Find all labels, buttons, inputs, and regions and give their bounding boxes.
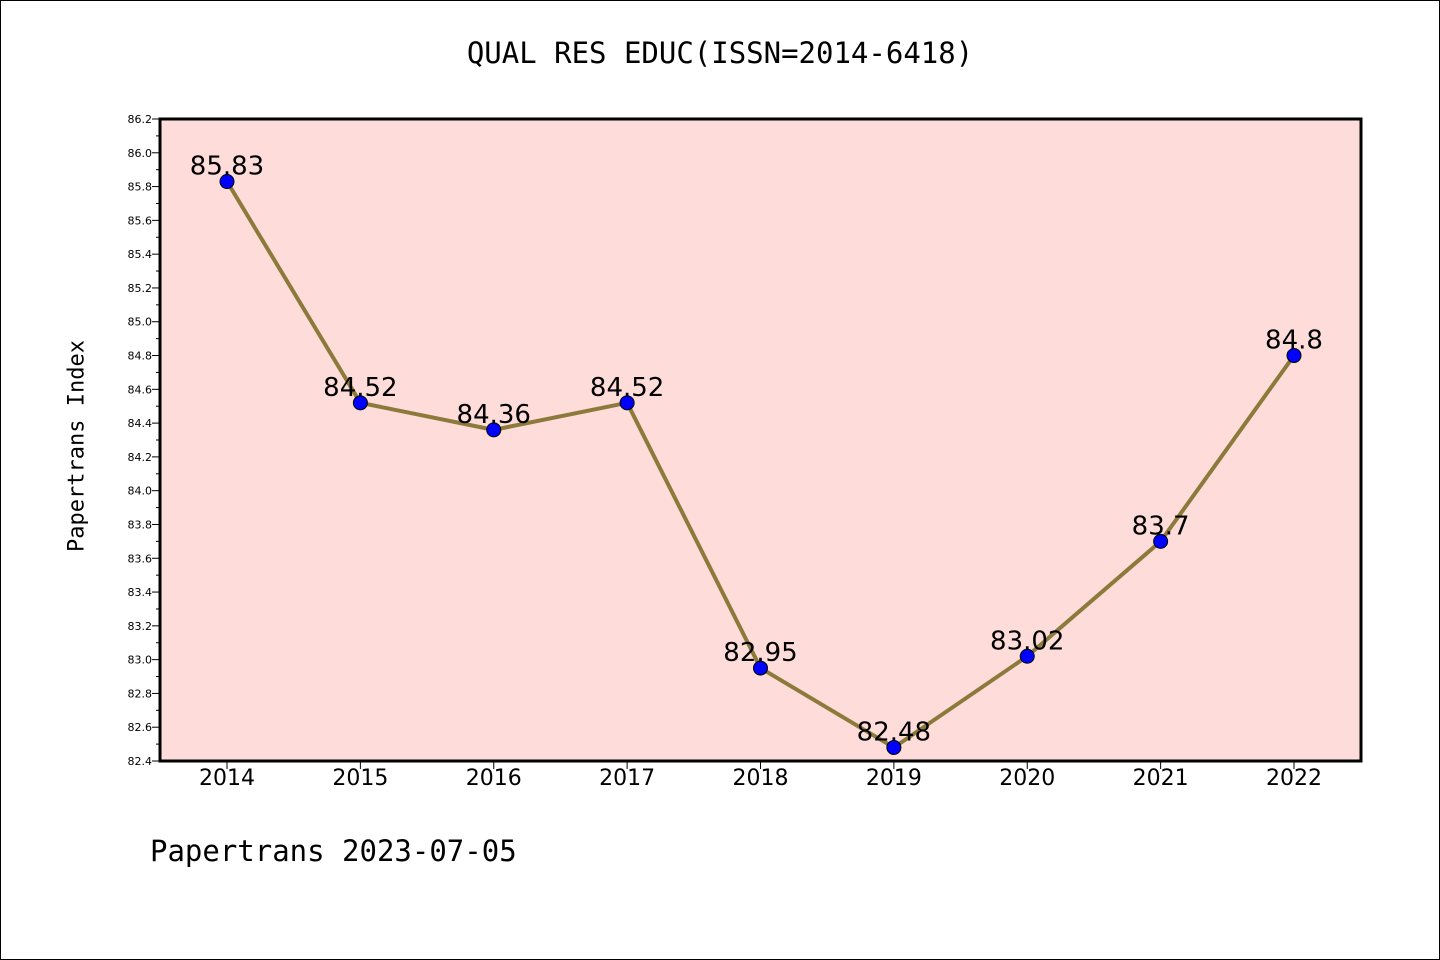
y-tick-label: 85.6 xyxy=(128,214,153,227)
y-tick-label: 85.4 xyxy=(128,248,153,261)
y-tick-label: 85.2 xyxy=(128,282,153,295)
x-tick-label: 2017 xyxy=(599,766,655,791)
x-tick-label: 2015 xyxy=(332,766,388,791)
plot-area xyxy=(160,119,1361,761)
y-tick-label: 84.0 xyxy=(128,485,153,498)
data-labels-group: 85.83 84.52 84.36 84.52 82.95 82.48 83.02 83.7 8… xyxy=(190,152,1323,748)
x-tick-label: 2016 xyxy=(466,766,522,791)
y-tick-label: 84.2 xyxy=(128,451,153,464)
y-tick-label: 84.6 xyxy=(128,383,153,396)
chart-title: QUAL RES EDUC(ISSN=2014-6418) xyxy=(466,36,974,70)
y-tick-label: 83.0 xyxy=(128,654,153,667)
x-tick-label: 2014 xyxy=(199,766,255,791)
data-point xyxy=(1019,648,1035,664)
footer-text: Papertrans 2023-07-05 xyxy=(150,834,517,868)
series-points-group xyxy=(219,174,1302,755)
data-point xyxy=(352,395,368,411)
y-tick-label: 86.0 xyxy=(128,147,153,160)
y-tick-label: 82.4 xyxy=(128,755,153,768)
x-tick-label: 2022 xyxy=(1266,766,1322,791)
data-point xyxy=(1286,348,1302,364)
y-tick-label: 85.8 xyxy=(128,181,153,194)
data-label: 84.8 xyxy=(1265,326,1323,356)
data-label: 82.95 xyxy=(723,638,797,668)
y-tick-label: 84.8 xyxy=(128,350,153,363)
data-label: 83.7 xyxy=(1132,511,1190,541)
data-point xyxy=(619,395,635,411)
data-label: 84.36 xyxy=(457,400,531,430)
y-tick-label: 84.4 xyxy=(128,417,153,430)
y-tick-label: 85.0 xyxy=(128,316,153,329)
data-point xyxy=(886,739,902,755)
data-label: 85.83 xyxy=(190,152,264,182)
data-point xyxy=(219,174,235,190)
y-tick-label: 82.8 xyxy=(128,687,153,700)
data-label: 83.02 xyxy=(990,626,1064,656)
y-axis-ticks: 82.4 82.6 82.8 83.0 83.2 83.4 83.6 83.8 84.0 84.2… xyxy=(128,113,160,768)
x-tick-label: 2021 xyxy=(1133,766,1189,791)
data-label: 82.48 xyxy=(857,717,931,747)
x-tick-label: 2020 xyxy=(999,766,1055,791)
x-tick-label: 2018 xyxy=(733,766,789,791)
data-point xyxy=(1153,533,1169,549)
y-tick-label: 83.6 xyxy=(128,552,153,565)
y-tick-label: 83.4 xyxy=(128,586,153,599)
plot-border xyxy=(158,117,1363,763)
y-tick-label: 86.2 xyxy=(128,113,153,126)
data-label: 84.52 xyxy=(590,373,664,403)
data-label: 84.52 xyxy=(323,373,397,403)
x-axis-ticks: 2014 2015 2016 2017 2018 2019 2020 2021 2022 xyxy=(199,761,1322,791)
y-tick-label: 83.8 xyxy=(128,518,153,531)
y-tick-label: 82.6 xyxy=(128,721,153,734)
x-tick-label: 2019 xyxy=(866,766,922,791)
data-point xyxy=(753,660,768,676)
y-tick-label: 83.2 xyxy=(128,620,153,633)
data-point xyxy=(486,422,502,438)
